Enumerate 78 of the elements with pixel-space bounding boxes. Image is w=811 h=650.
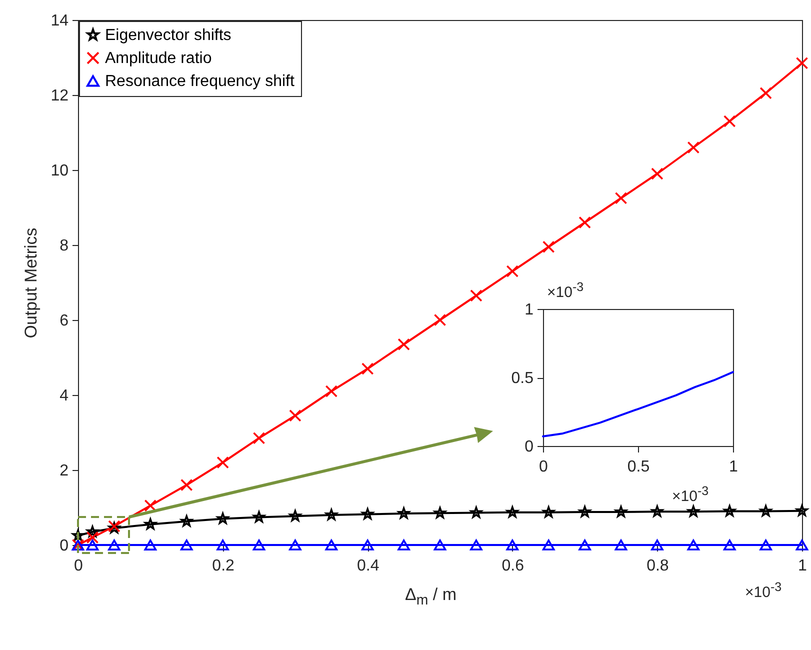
y-tick-label: 10 xyxy=(50,162,69,180)
point xyxy=(578,540,591,550)
x-tick-label: 0.2 xyxy=(212,558,235,574)
point xyxy=(760,86,772,100)
point xyxy=(361,540,374,550)
point xyxy=(216,540,229,550)
x-tick-label: 0 xyxy=(539,458,548,476)
point xyxy=(651,540,664,550)
line-series xyxy=(542,371,734,438)
point xyxy=(470,540,482,550)
point xyxy=(289,510,302,522)
point xyxy=(361,362,374,375)
point xyxy=(86,540,99,550)
point xyxy=(614,192,628,204)
annotation: ×10$^{-3}$ xyxy=(547,280,584,301)
point xyxy=(180,540,193,550)
point xyxy=(651,168,664,180)
y-tick-label: 12 xyxy=(50,88,69,104)
point xyxy=(470,289,482,302)
point xyxy=(144,499,157,512)
point xyxy=(398,338,410,351)
point xyxy=(434,314,446,326)
point xyxy=(796,504,808,516)
point xyxy=(542,540,555,550)
y-tick-label: 8 xyxy=(60,238,69,254)
point xyxy=(434,540,446,550)
y-tick-label: 0 xyxy=(60,538,69,554)
point xyxy=(723,540,736,550)
point xyxy=(72,529,84,541)
point xyxy=(578,506,591,518)
legend-label: Resonance frequency shift xyxy=(105,73,295,90)
point xyxy=(108,540,120,550)
point xyxy=(289,409,302,422)
point xyxy=(398,540,410,550)
x-tick-label: 0.8 xyxy=(646,558,669,574)
point xyxy=(216,456,229,469)
x-axis-title: Δ$_{m}$ / m xyxy=(405,585,456,608)
x-tick-label: 0 xyxy=(74,558,84,574)
legend-label: Eigenvector shifts xyxy=(105,27,232,44)
point xyxy=(325,385,338,398)
annotation: ×10$^{-3}$ xyxy=(672,484,709,505)
point xyxy=(796,56,808,70)
text: ×10$^{-3}$ xyxy=(745,580,782,601)
point xyxy=(289,540,302,550)
point xyxy=(760,540,772,550)
point xyxy=(252,540,266,550)
point xyxy=(687,141,700,154)
point xyxy=(252,432,266,444)
point xyxy=(651,505,664,517)
x-tick-label: 1 xyxy=(729,458,738,476)
point xyxy=(614,540,628,550)
point xyxy=(542,240,555,254)
point xyxy=(398,507,410,519)
point xyxy=(578,216,591,229)
point xyxy=(687,540,700,550)
point xyxy=(723,115,736,128)
point xyxy=(796,540,808,550)
y-axis-title: Output Metrics xyxy=(22,228,41,338)
point xyxy=(615,506,627,518)
y-tick-label: 2 xyxy=(60,462,69,480)
x-tick-label: 0.6 xyxy=(502,558,524,574)
point xyxy=(506,540,519,550)
y-tick-label: 14 xyxy=(50,12,69,30)
point xyxy=(86,531,99,544)
point xyxy=(180,478,193,492)
x-tick-label: 1 xyxy=(798,558,808,574)
y-tick-label: 0.5 xyxy=(511,370,534,387)
point xyxy=(434,506,446,518)
y-tick-label: 4 xyxy=(60,388,69,404)
point xyxy=(325,540,338,550)
point xyxy=(144,540,157,550)
point xyxy=(506,265,519,278)
x-tick-label: 0.5 xyxy=(627,458,650,476)
y-tick-label: 6 xyxy=(60,312,69,330)
x-tick-label: 0.4 xyxy=(356,558,380,574)
y-tick-label: 1 xyxy=(524,302,534,318)
y-tick-label: 0 xyxy=(524,438,534,456)
legend-label: Amplitude ratio xyxy=(105,50,212,67)
